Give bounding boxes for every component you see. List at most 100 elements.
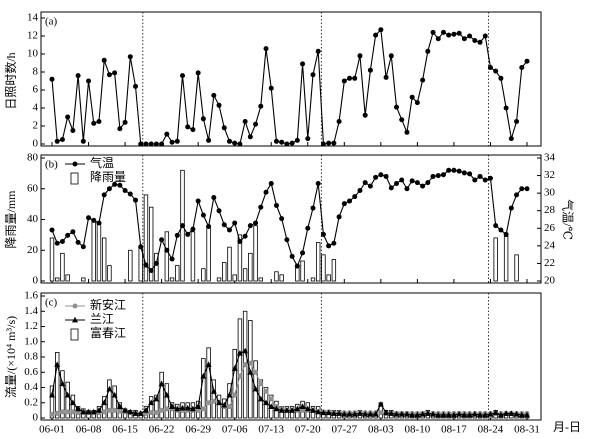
y2-tick-label: 24 (544, 239, 556, 251)
marker (70, 128, 76, 133)
bar (326, 274, 331, 282)
bar (331, 259, 337, 282)
bar (316, 242, 321, 282)
marker (164, 406, 170, 412)
marker (221, 401, 228, 408)
marker (524, 186, 530, 192)
marker (399, 177, 405, 183)
marker (127, 408, 134, 415)
marker (90, 408, 97, 415)
marker (59, 238, 65, 244)
marker (393, 410, 400, 417)
marker (127, 54, 133, 60)
marker (75, 405, 82, 412)
marker (195, 198, 201, 204)
y-tick-label: 40 (27, 213, 39, 225)
marker (315, 180, 321, 186)
marker (299, 403, 306, 409)
y-tick-label: 0 (33, 138, 39, 150)
marker (514, 119, 520, 124)
marker (409, 94, 415, 100)
marker (54, 138, 60, 144)
line (51, 28, 528, 145)
y-tick-label: 1.0 (24, 335, 38, 347)
bar (503, 236, 509, 282)
marker (236, 349, 243, 356)
marker (279, 139, 285, 145)
marker (461, 411, 468, 418)
marker (159, 141, 165, 147)
legend-label: 富春江 (90, 325, 126, 340)
marker (310, 72, 316, 78)
marker (283, 407, 290, 413)
marker (508, 205, 514, 211)
marker (189, 405, 196, 412)
marker (487, 65, 493, 70)
marker (148, 410, 154, 416)
bar (81, 277, 86, 282)
marker (347, 198, 353, 204)
bar (101, 237, 107, 282)
bar (128, 249, 133, 282)
bar (101, 396, 107, 419)
marker (482, 177, 488, 183)
marker (75, 73, 81, 79)
marker (116, 403, 123, 409)
marker (263, 46, 269, 52)
marker (456, 30, 462, 36)
marker (331, 140, 337, 146)
marker (268, 396, 274, 402)
marker (524, 411, 530, 418)
y-tick-label: 80 (27, 152, 39, 164)
y-tick-label: 2 (33, 120, 39, 132)
marker (498, 227, 504, 233)
marker (357, 188, 363, 194)
line (51, 362, 527, 415)
marker (388, 185, 394, 191)
marker (503, 105, 509, 111)
marker (80, 408, 87, 415)
marker (80, 244, 86, 250)
marker (49, 76, 55, 82)
marker (65, 232, 71, 238)
y2-tick-label: 32 (544, 169, 555, 181)
marker (211, 92, 217, 98)
marker (320, 141, 326, 147)
marker (471, 410, 478, 417)
x-tick-label: 06-22 (149, 424, 175, 436)
marker (388, 53, 394, 59)
marker (403, 410, 410, 417)
marker (127, 191, 133, 197)
marker (513, 410, 520, 417)
bar (159, 371, 164, 419)
marker (477, 173, 483, 179)
bar (253, 225, 258, 282)
x-tick-label: 06-29 (185, 424, 211, 436)
bar (65, 381, 70, 419)
marker (518, 411, 525, 418)
y-tick-label: 60 (27, 182, 39, 194)
marker (341, 201, 347, 207)
marker (456, 168, 462, 174)
marker (362, 112, 368, 118)
x-tick-label: 07-20 (295, 424, 321, 436)
marker (221, 125, 227, 131)
marker (320, 231, 326, 237)
bar (206, 225, 211, 282)
marker (200, 406, 206, 412)
marker (409, 411, 416, 418)
marker (101, 399, 108, 406)
marker (117, 408, 123, 414)
marker (190, 226, 196, 232)
legend-marker (72, 303, 78, 309)
marker (106, 186, 112, 192)
marker (91, 217, 97, 223)
panel-label: (b) (45, 159, 58, 171)
marker (210, 388, 217, 394)
marker (232, 392, 238, 398)
marker (216, 399, 223, 406)
bar (237, 234, 243, 282)
marker (503, 410, 510, 416)
marker (294, 263, 300, 269)
marker (252, 385, 259, 392)
